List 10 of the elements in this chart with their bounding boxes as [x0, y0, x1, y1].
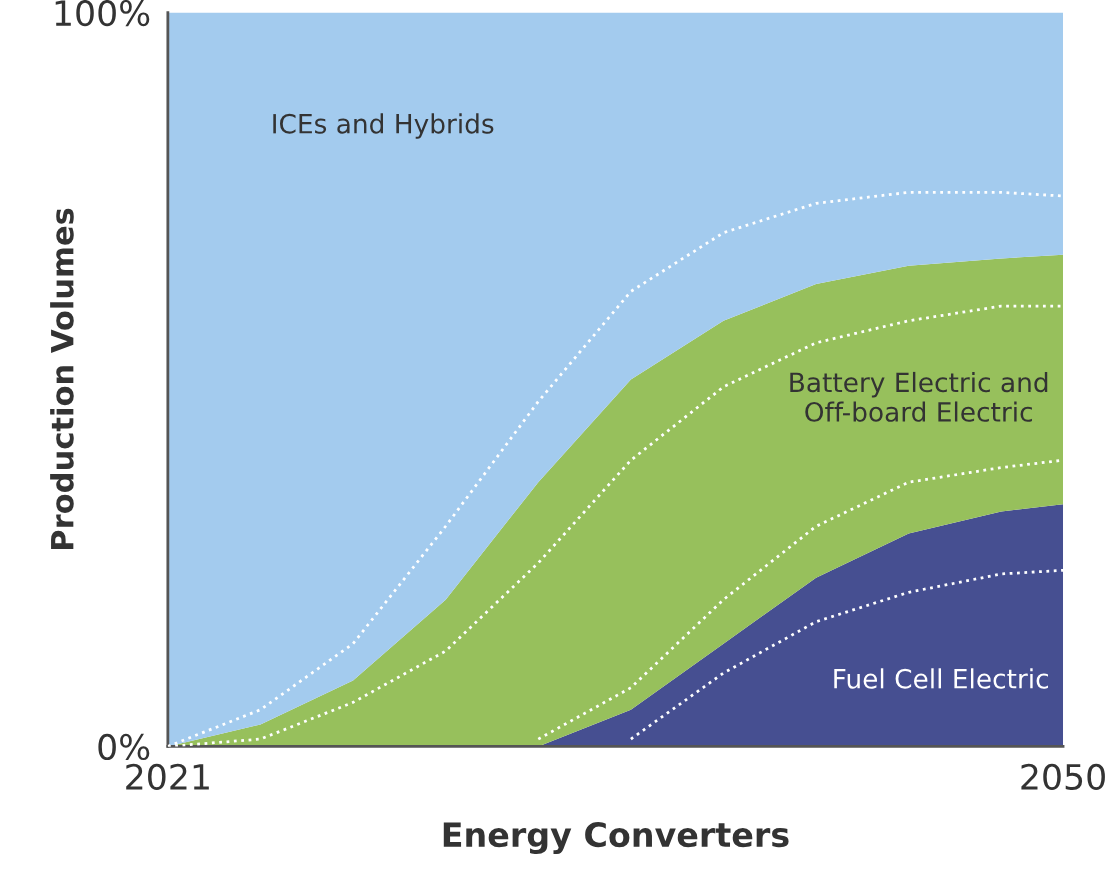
- y-tick-label: 0%: [98, 733, 150, 761]
- y-tick-label: 100%: [55, 0, 150, 27]
- series-label: Fuel Cell Electric: [834, 668, 1048, 689]
- series-label: ICEs and Hybrids: [273, 113, 494, 139]
- line-series: [629, 568, 1064, 741]
- x-tick-label: 2050: [1021, 763, 1105, 790]
- x-tick-label: 2021: [126, 763, 209, 790]
- y-axis-title: Production Volumes: [50, 208, 74, 549]
- series-label: Battery Electric and Off-board Electric: [790, 371, 1048, 422]
- x-axis-title: Energy Converters: [443, 822, 789, 854]
